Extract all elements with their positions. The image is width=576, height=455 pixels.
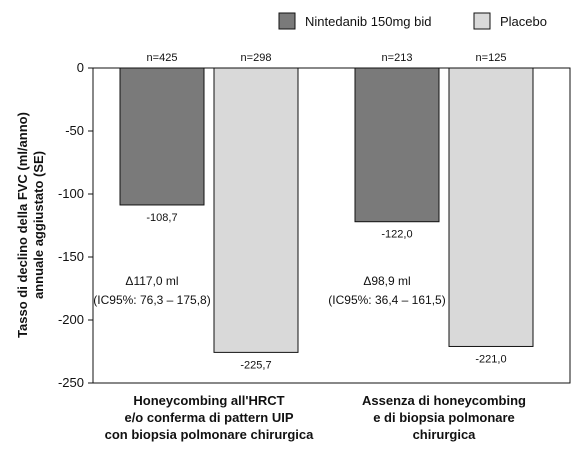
difference-annotation-line: Δ117,0 ml: [125, 274, 178, 288]
bar: [213, 67, 299, 353]
difference-annotation-line: (IC95%: 36,4 – 161,5): [328, 293, 445, 307]
legend-label-nintedanib: Nintedanib 150mg bid: [305, 14, 431, 29]
y-tick-label: -50: [65, 123, 84, 138]
legend: Nintedanib 150mg bid Placebo: [278, 12, 547, 30]
y-axis-label: Tasso di declino della FVC (ml/anno) ann…: [15, 112, 46, 338]
legend-swatch-nintedanib: [278, 12, 296, 30]
y-tick-label: 0: [77, 60, 84, 75]
category-label-line: e di biopsia polmonare: [373, 410, 515, 425]
bar: [119, 67, 205, 206]
y-tick-label: -150: [58, 249, 84, 264]
category-label-line: con biopsia polmonare chirurgica: [105, 427, 315, 442]
category-label-line: Honeycombing all'HRCT: [133, 393, 284, 408]
category-label-line: e/o conferma di pattern UIP: [124, 410, 293, 425]
bar-value-label: -225,7: [240, 359, 271, 371]
y-axis-label-line-1: Tasso di declino della FVC (ml/anno): [15, 112, 30, 338]
plot-frame: [92, 67, 571, 384]
bar-n-label: n=298: [241, 52, 272, 64]
bar: [354, 67, 440, 223]
category-label-line: Assenza di honeycombing: [362, 393, 526, 408]
bar-n-label: n=213: [382, 52, 413, 64]
bar-value-label: -108,7: [146, 212, 177, 224]
bar: [448, 67, 534, 347]
category-label-line: chirurgica: [413, 427, 477, 442]
y-axis-label-line-2: annuale aggiustato (SE): [31, 151, 46, 299]
y-tick-label: -200: [58, 312, 84, 327]
legend-swatch-placebo: [473, 12, 491, 30]
y-tick-label: -100: [58, 186, 84, 201]
bar-value-label: -122,0: [381, 229, 412, 241]
y-tick-label: -250: [58, 375, 84, 390]
bar-value-label: -221,0: [475, 353, 506, 365]
bar-n-label: n=425: [147, 52, 178, 64]
difference-annotation-line: Δ98,9 ml: [363, 274, 410, 288]
legend-label-placebo: Placebo: [500, 14, 547, 29]
bar-n-label: n=125: [476, 52, 507, 64]
difference-annotation-line: (IC95%: 76,3 – 175,8): [93, 293, 210, 307]
plot-area: 0 -50 -100 -150 -200 -250 -108,7 n=425 -225,7 n=2…: [58, 52, 571, 442]
